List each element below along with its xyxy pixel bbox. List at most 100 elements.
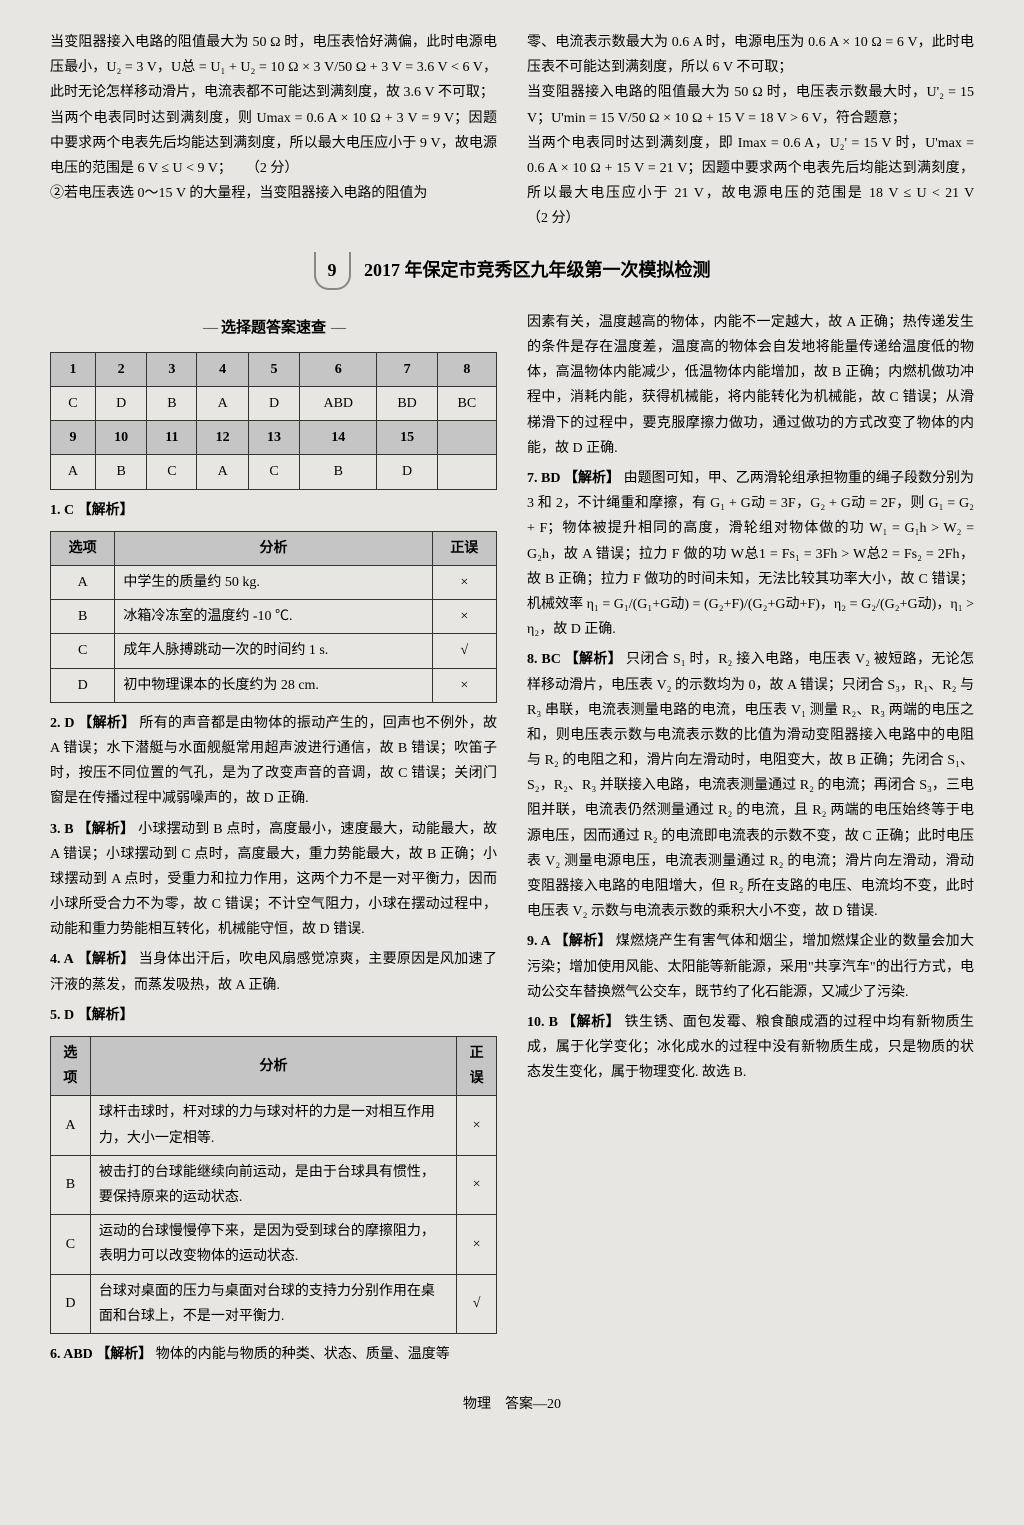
paragraph: 当两个电表同时达到满刻度，则 Umax = 0.6 A × 10 Ω + 3 V…	[50, 106, 497, 182]
paragraph: ②若电压表选 0～15 V 的大量程，当变阻器接入电路的阻值为	[50, 181, 497, 206]
item-number: 3. B	[50, 822, 74, 837]
header-cell: 11	[147, 421, 197, 455]
item-number: 7. BD	[527, 471, 560, 486]
analysis-text: 只闭合 S₁ 时，R₂ 接入电路，电压表 V₂ 被短路，无论怎样移动滑片，电压表…	[527, 652, 974, 919]
table-row: A中学生的质量约 50 kg.×	[51, 566, 497, 600]
answer-cell: C	[248, 455, 299, 489]
table-row: B被击打的台球能继续向前运动，是由于台球具有惯性，要保持原来的运动状态.×	[51, 1155, 497, 1214]
analysis-table-q5: 选项 分析 正误 A球杆击球时，杆对球的力与球对杆的力是一对相互作用力，大小一定…	[50, 1036, 497, 1334]
analysis-tag: 【解析】	[78, 952, 135, 967]
header-cell: 14	[300, 421, 377, 455]
paragraph: 零、电流表示数最大为 0.6 A 时，电源电压为 0.6 A × 10 Ω = …	[527, 30, 974, 80]
header-cell: 8	[437, 352, 496, 386]
paragraph: 当变阻器接入电路的阻值最大为 50 Ω 时，电压表恰好满偏，此时电源电压最小，U…	[50, 30, 497, 106]
paragraph: 当变阻器接入电路的阻值最大为 50 Ω 时，电压表示数最大时，U'₂ = 15 …	[527, 80, 974, 130]
answer-cell: B	[147, 387, 197, 421]
header-cell: 15	[377, 421, 437, 455]
table-row: C成年人脉搏跳动一次的时间约 1 s.√	[51, 634, 497, 668]
section-header: 9 2017 年保定市竞秀区九年级第一次模拟检测	[50, 252, 974, 290]
th-analysis: 分析	[90, 1037, 456, 1096]
answer-cell: D	[248, 387, 299, 421]
item-number: 8. BC	[527, 652, 561, 667]
answer-cell: A	[197, 455, 248, 489]
answer-cell: D	[377, 455, 437, 489]
item-number: 9. A	[527, 934, 551, 949]
answer-cell: D	[95, 387, 146, 421]
table-row: D初中物理课本的长度约为 28 cm.×	[51, 668, 497, 702]
analysis-text: 小球摆动到 B 点时，高度最小，速度最大，动能最大，故 A 错误；小球摆动到 C…	[50, 822, 497, 938]
analysis-table-q1: 选项 分析 正误 A中学生的质量约 50 kg.× B冰箱冷冻室的温度约 -10…	[50, 531, 497, 703]
section-title: 2017 年保定市竞秀区九年级第一次模拟检测	[364, 254, 711, 286]
answer-cell: B	[300, 455, 377, 489]
table-row: B冰箱冷冻室的温度约 -10 ℃.×	[51, 600, 497, 634]
top-left-col: 当变阻器接入电路的阻值最大为 50 Ω 时，电压表恰好满偏，此时电源电压最小，U…	[50, 30, 497, 232]
page-footer: 物理 答案—20	[50, 1392, 974, 1417]
analysis-tag: 【解析】	[78, 1008, 134, 1023]
analysis-text: 物体的内能与物质的种类、状态、质量、温度等	[156, 1347, 450, 1362]
answer-cell: A	[197, 387, 248, 421]
header-cell: 13	[248, 421, 299, 455]
answer-cell: ABD	[300, 387, 377, 421]
analysis-tag: 【解析】	[562, 1015, 620, 1030]
answer-cell: A	[51, 455, 96, 489]
th-correct: 正误	[457, 1037, 497, 1096]
question-5: 5. D 【解析】 选项 分析 正误 A球杆击球时，杆对球的力与球对杆的力是一对…	[50, 1003, 497, 1334]
header-cell: 7	[377, 352, 437, 386]
header-cell: 9	[51, 421, 96, 455]
analysis-tag: 【解析】	[78, 503, 134, 518]
th-option: 选项	[51, 531, 115, 565]
th-correct: 正误	[432, 531, 496, 565]
analysis-tag: 【解析】	[565, 652, 622, 667]
answer-cell	[437, 455, 496, 489]
answer-cell: B	[95, 455, 146, 489]
question-4: 4. A 【解析】 当身体出汗后，吹电风扇感觉凉爽，主要原因是风加速了汗液的蒸发…	[50, 947, 497, 997]
header-cell: 4	[197, 352, 248, 386]
section-number: 9	[314, 252, 351, 290]
item-number: 6. ABD	[50, 1347, 93, 1362]
header-cell: 6	[300, 352, 377, 386]
analysis-tag: 【解析】	[78, 716, 135, 731]
question-10: 10. B 【解析】 铁生锈、面包发霉、粮食酿成酒的过程中均有新物质生成，属于化…	[527, 1010, 974, 1086]
header-cell	[437, 421, 496, 455]
question-3: 3. B 【解析】 小球摆动到 B 点时，高度最小，速度最大，动能最大，故 A …	[50, 817, 497, 943]
question-7: 7. BD 【解析】 由题图可知，甲、乙两滑轮组承担物重的绳子段数分别为 3 和…	[527, 466, 974, 642]
th-analysis: 分析	[115, 531, 432, 565]
analysis-text: 由题图可知，甲、乙两滑轮组承担物重的绳子段数分别为 3 和 2，不计绳重和摩擦，…	[527, 471, 974, 637]
item-number: 4. A	[50, 952, 74, 967]
question-9: 9. A 【解析】 煤燃烧产生有害气体和烟尘，增加燃煤企业的数量会加大污染；增加…	[527, 929, 974, 1005]
table-row: A球杆击球时，杆对球的力与球对杆的力是一对相互作用力，大小一定相等.×	[51, 1096, 497, 1155]
question-8: 8. BC 【解析】 只闭合 S₁ 时，R₂ 接入电路，电压表 V₂ 被短路，无…	[527, 647, 974, 924]
question-6-cont: 因素有关，温度越高的物体，内能不一定越大，故 A 正确；热传递发生的条件是存在温…	[527, 310, 974, 461]
header-cell: 3	[147, 352, 197, 386]
analysis-tag: 【解析】	[77, 822, 134, 837]
top-section: 当变阻器接入电路的阻值最大为 50 Ω 时，电压表恰好满偏，此时电源电压最小，U…	[50, 30, 974, 232]
analysis-tag: 【解析】	[96, 1347, 152, 1362]
answer-cell: C	[51, 387, 96, 421]
header-cell: 10	[95, 421, 146, 455]
item-number: 5. D	[50, 1008, 74, 1023]
question-2: 2. D 【解析】 所有的声音都是由物体的振动产生的，回声也不例外，故 A 错误…	[50, 711, 497, 812]
analysis-tag: 【解析】	[564, 471, 620, 486]
table-row: D台球对桌面的压力与桌面对台球的支持力分别作用在桌面和台球上，不是一对平衡力.√	[51, 1274, 497, 1333]
top-right-col: 零、电流表示数最大为 0.6 A 时，电源电压为 0.6 A × 10 Ω = …	[527, 30, 974, 232]
paragraph: 当两个电表同时达到满刻度，即 Imax = 0.6 A，U₂' = 15 V 时…	[527, 131, 974, 232]
item-number: 10. B	[527, 1015, 558, 1030]
main-content: 选择题答案速查 1 2 3 4 5 6 7 8 C D B A D ABD BD	[50, 305, 974, 1372]
question-6-start: 6. ABD 【解析】 物体的内能与物质的种类、状态、质量、温度等	[50, 1342, 497, 1367]
subsection-title: 选择题答案速查	[50, 315, 497, 342]
answer-cell: BD	[377, 387, 437, 421]
right-column: 因素有关，温度越高的物体，内能不一定越大，故 A 正确；热传递发生的条件是存在温…	[527, 305, 974, 1372]
th-option: 选项	[51, 1037, 91, 1096]
analysis-tag: 【解析】	[555, 934, 612, 949]
header-cell: 12	[197, 421, 248, 455]
header-cell: 5	[248, 352, 299, 386]
item-number: 1. C	[50, 503, 74, 518]
left-column: 选择题答案速查 1 2 3 4 5 6 7 8 C D B A D ABD BD	[50, 305, 497, 1372]
question-1: 1. C 【解析】 选项 分析 正误 A中学生的质量约 50 kg.× B冰箱冷…	[50, 498, 497, 703]
answer-cell: BC	[437, 387, 496, 421]
header-cell: 1	[51, 352, 96, 386]
item-number: 2. D	[50, 716, 74, 731]
answer-table: 1 2 3 4 5 6 7 8 C D B A D ABD BD BC 9	[50, 352, 497, 490]
answer-cell: C	[147, 455, 197, 489]
table-row: C运动的台球慢慢停下来，是因为受到球台的摩擦阻力，表明力可以改变物体的运动状态.…	[51, 1215, 497, 1274]
